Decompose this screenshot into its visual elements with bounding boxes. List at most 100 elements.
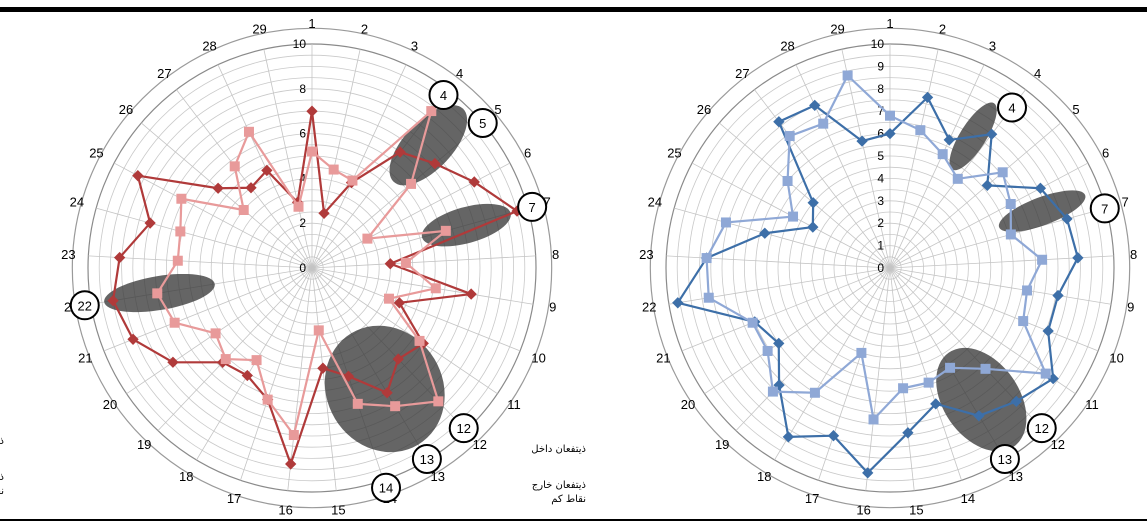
data-point xyxy=(392,353,404,365)
data-point xyxy=(1005,198,1016,209)
category-label: 2 xyxy=(939,22,946,37)
category-label: 4 xyxy=(1034,66,1041,81)
spoke xyxy=(889,267,1099,352)
spoke xyxy=(96,207,313,269)
category-label: 29 xyxy=(252,22,266,37)
data-point xyxy=(212,182,224,194)
data-point xyxy=(980,363,991,374)
data-point xyxy=(818,118,829,129)
tick-label: 9 xyxy=(877,59,884,73)
spoke xyxy=(668,267,891,305)
data-point xyxy=(762,345,773,356)
tick-label: 8 xyxy=(299,82,306,96)
annotation-label: 7 xyxy=(529,200,536,215)
spoke xyxy=(176,89,313,269)
category-label: 27 xyxy=(157,66,171,81)
data-point xyxy=(807,221,819,233)
data-point xyxy=(132,170,144,182)
data-point xyxy=(701,253,712,264)
legend-entry: ذیتفعان خارج xyxy=(0,472,4,483)
data-point xyxy=(997,167,1008,178)
data-point xyxy=(773,337,785,350)
data-point xyxy=(288,430,299,441)
category-label: 6 xyxy=(1102,146,1109,161)
category-label: 25 xyxy=(667,146,681,161)
data-point xyxy=(317,362,329,374)
data-point xyxy=(347,175,358,186)
category-label: 9 xyxy=(1127,299,1134,314)
category-label: 15 xyxy=(331,503,345,518)
category-label: 10 xyxy=(1109,350,1123,365)
category-label: 10 xyxy=(531,350,545,365)
series-line xyxy=(111,110,519,466)
tick-label: 2 xyxy=(299,216,306,230)
data-point xyxy=(1072,252,1084,264)
annotation-circle xyxy=(1089,193,1120,224)
legend-entry: نقاط کم xyxy=(551,494,586,505)
category-label: 18 xyxy=(757,469,771,484)
data-point xyxy=(759,227,771,239)
category-label: 5 xyxy=(494,102,501,117)
legend-entry: ذیتفعان خارج xyxy=(532,480,586,491)
spoke xyxy=(889,64,985,269)
annotation-label: 4 xyxy=(1008,101,1015,116)
data-point xyxy=(973,410,985,422)
legend-entry: ذیتفعان داخل xyxy=(0,436,4,447)
tick-label: 6 xyxy=(877,127,884,141)
category-label: 15 xyxy=(909,503,923,518)
tick-label: 0 xyxy=(299,261,306,275)
data-point xyxy=(306,105,318,117)
annotation-label: 12 xyxy=(1034,421,1048,436)
category-label: 23 xyxy=(61,247,75,262)
data-point xyxy=(175,226,186,237)
spoke xyxy=(704,267,891,395)
category-label: 7 xyxy=(543,195,550,210)
data-point xyxy=(229,161,240,172)
category-label: 16 xyxy=(278,503,292,518)
spoke xyxy=(217,64,313,269)
data-point xyxy=(468,176,480,188)
category-label: 8 xyxy=(1130,247,1137,262)
tick-label: 1 xyxy=(877,239,884,253)
spoke xyxy=(719,122,891,269)
data-point xyxy=(930,398,942,410)
data-point xyxy=(773,116,785,128)
legend-entry: ذیتفعان داخل xyxy=(531,444,586,455)
tick-label: 6 xyxy=(299,127,306,141)
data-point xyxy=(915,125,926,136)
data-point xyxy=(313,325,324,336)
data-point xyxy=(1037,254,1048,265)
data-point xyxy=(245,182,257,194)
spoke xyxy=(157,267,313,431)
category-label: 21 xyxy=(656,350,670,365)
data-point xyxy=(842,70,853,81)
data-point xyxy=(898,383,909,394)
tick-label: 10 xyxy=(871,37,885,51)
data-point xyxy=(981,179,993,191)
data-point xyxy=(672,297,684,309)
data-point xyxy=(884,127,896,140)
data-point xyxy=(788,211,799,222)
data-point xyxy=(144,217,156,229)
data-point xyxy=(440,225,451,236)
category-label: 11 xyxy=(1085,397,1099,412)
category-label: 14 xyxy=(961,491,975,506)
spoke xyxy=(311,267,521,352)
tick-label: 4 xyxy=(877,171,884,185)
category-label: 19 xyxy=(715,437,729,452)
highlight-ellipse xyxy=(324,325,445,453)
category-label: 23 xyxy=(639,247,653,262)
category-label: 1 xyxy=(886,16,893,31)
category-label: 11 xyxy=(507,397,521,412)
spoke xyxy=(311,255,536,269)
category-label: 12 xyxy=(1051,437,1065,452)
category-label: 28 xyxy=(202,39,216,54)
data-point xyxy=(318,207,330,219)
category-label: 4 xyxy=(456,66,463,81)
category-label: 7 xyxy=(1121,195,1128,210)
data-point xyxy=(703,292,714,303)
data-point xyxy=(243,126,254,137)
data-point xyxy=(241,369,253,382)
annotation-label: 22 xyxy=(78,298,92,313)
annotation-circle xyxy=(69,290,100,321)
